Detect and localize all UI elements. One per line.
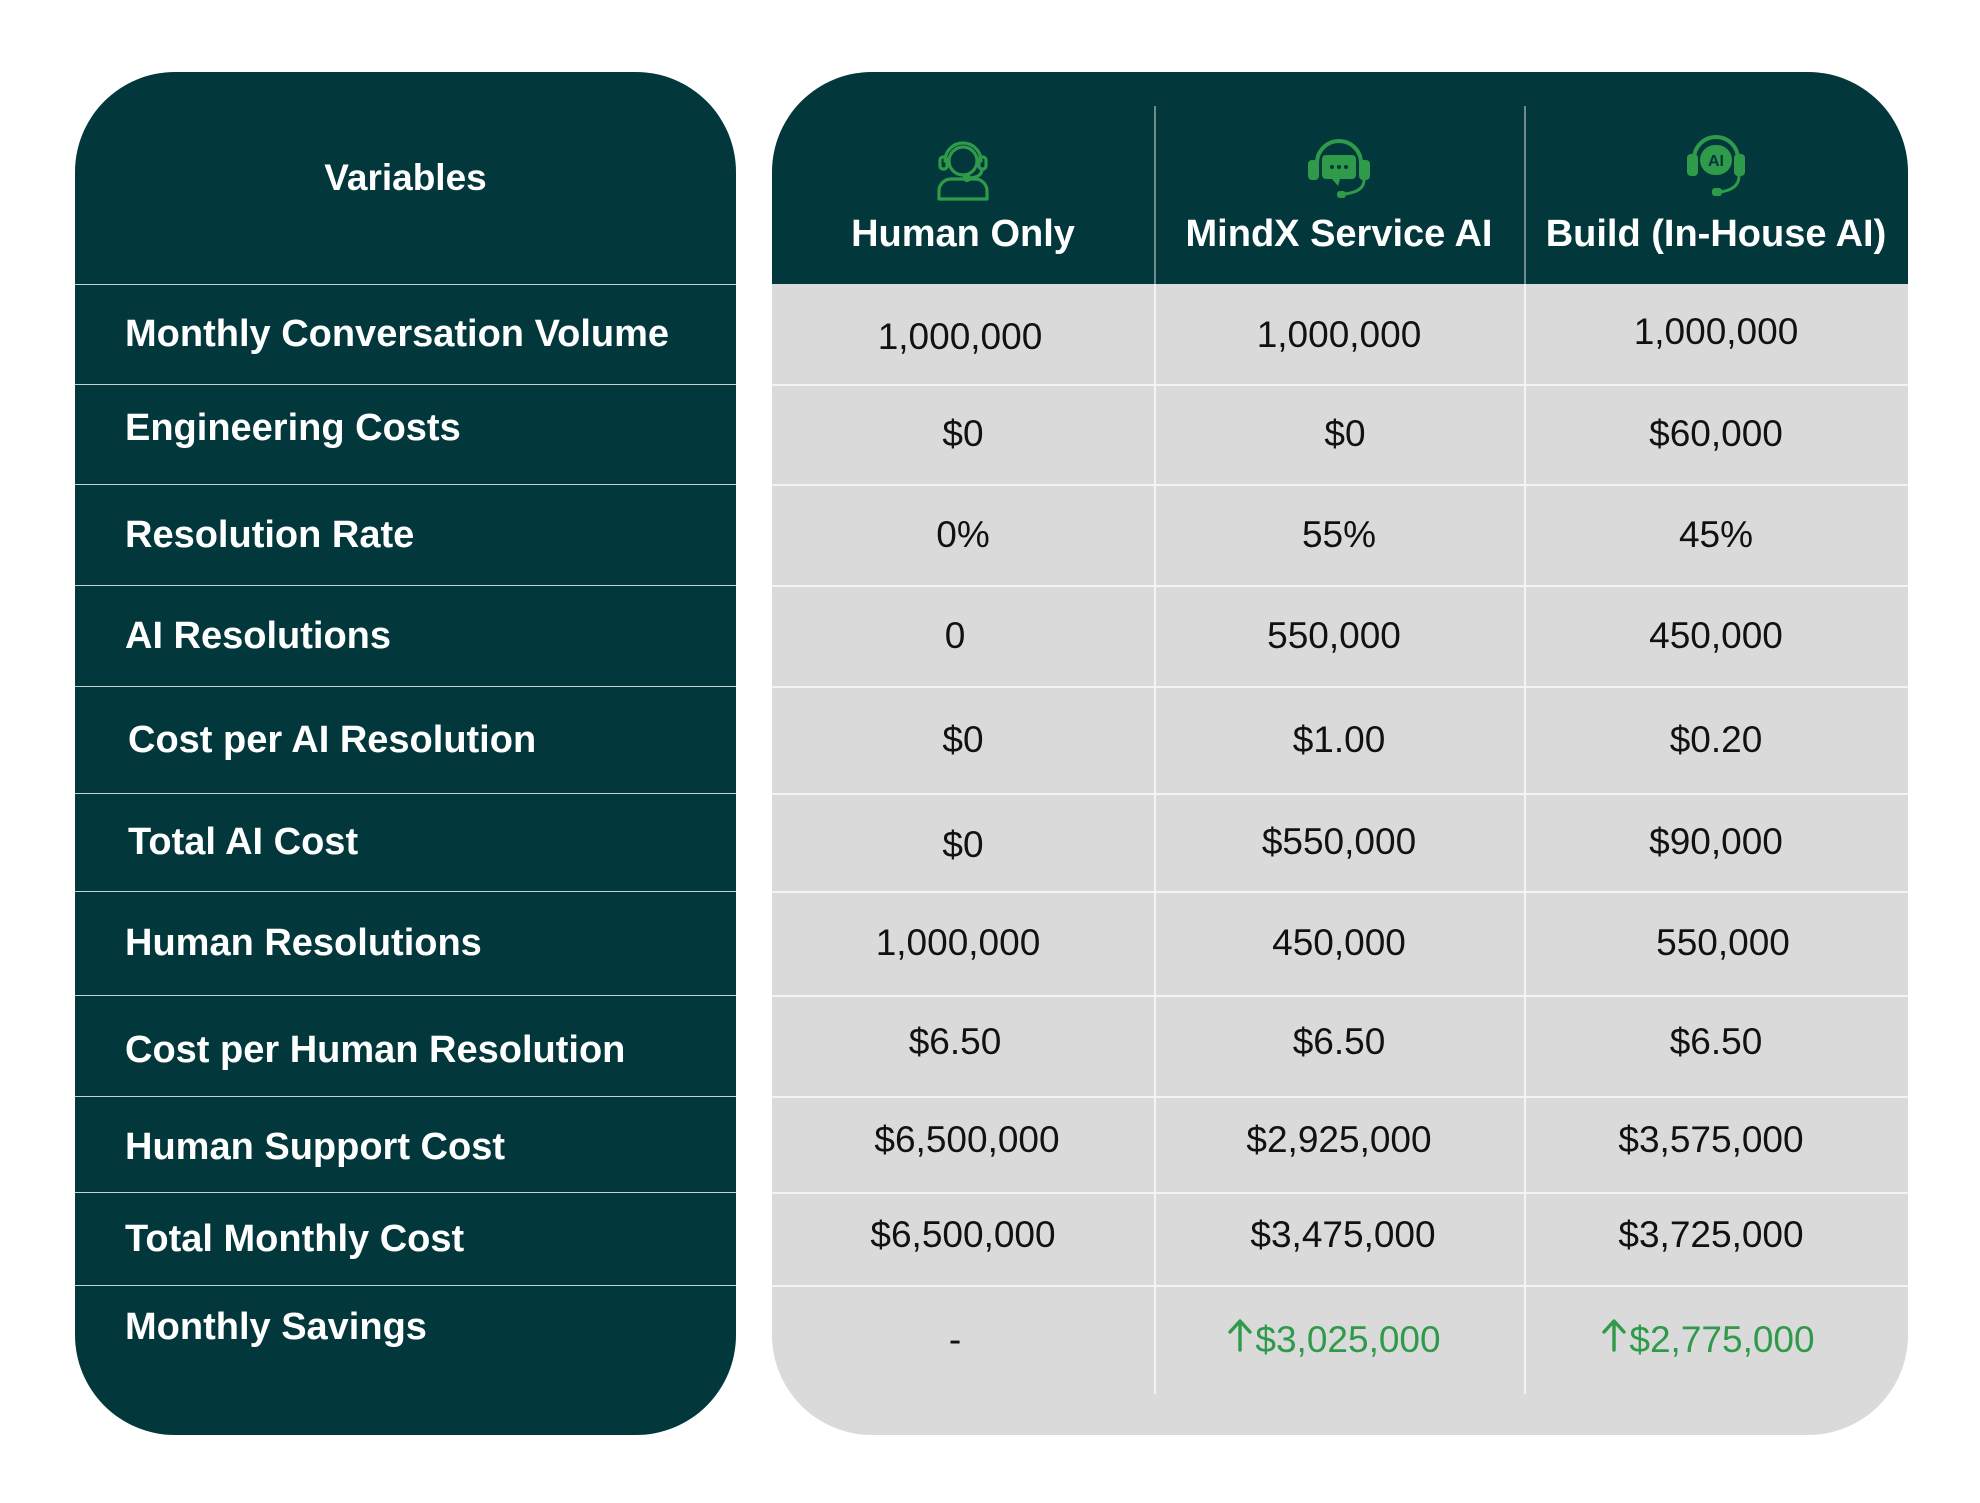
table-cell: $6.50 [908,1020,1002,1062]
row-label-monthly-conversation-volume: Monthly Conversation Volume [75,284,736,384]
header-divider [1524,106,1526,284]
row-label-monthly-savings: Monthly Savings [75,1285,736,1385]
table-cell: 1,000,000 [1256,314,1422,355]
row-label-cost-per-human-resolution: Cost per Human Resolution [75,995,736,1096]
savings-value: $3,025,000 [1255,1318,1441,1360]
table-cell: $3,725,000 [1618,1213,1804,1255]
column-header-build-in-house-ai: AI Build (In-House AI) [1524,72,1908,284]
column-divider [1154,284,1156,1394]
table-cell: 0 [944,614,966,656]
savings-cell: $2,775,000 [1524,1285,1908,1394]
table-cell: 1,000,000 [1633,311,1799,352]
row-divider [772,585,1908,587]
row-divider [772,891,1908,893]
table-cell: $0 [942,824,984,865]
table-cell: 550,000 [1267,614,1401,656]
table-cell: - [948,1318,962,1360]
row-label-human-resolutions: Human Resolutions [75,891,736,995]
table-cell: 450,000 [1272,922,1406,963]
table-cell: $0 [1324,413,1366,454]
table-cell: 1,000,000 [875,922,1041,963]
header-divider [1154,106,1156,284]
row-divider [772,1192,1908,1194]
row-label-ai-resolutions: AI Resolutions [75,585,736,686]
table-cell: $0.20 [1669,718,1763,760]
arrow-up-icon [1601,1318,1627,1361]
chat-headset-icon [1306,133,1372,201]
variables-panel: Variables Monthly Conversation Volume En… [75,72,736,1435]
row-label-total-monthly-cost: Total Monthly Cost [75,1192,736,1285]
row-label-cost-per-ai-resolution: Cost per AI Resolution [75,686,736,793]
row-divider [772,1285,1908,1287]
row-divider [772,686,1908,688]
column-divider [1524,284,1526,1394]
row-divider [772,484,1908,486]
table-cell: 0% [936,513,990,555]
row-divider [772,995,1908,997]
table-cell: 55% [1301,513,1377,555]
table-cell: $6.50 [1669,1020,1763,1062]
row-divider [772,793,1908,795]
savings-value: $2,775,000 [1629,1318,1815,1360]
human-agent-icon [934,135,992,201]
table-cell: $0 [942,413,984,454]
row-label-resolution-rate: Resolution Rate [75,484,736,585]
column-label: MindX Service AI [1185,213,1493,255]
variables-header: Variables [324,157,487,198]
table-cell: $0 [942,718,984,760]
svg-text:AI: AI [1708,153,1724,170]
row-label-total-ai-cost: Total AI Cost [75,793,736,891]
table-cell: $2,925,000 [1246,1119,1432,1160]
column-label: Build (In-House AI) [1545,213,1887,255]
savings-cell: $3,025,000 [1154,1285,1524,1394]
table-cell: 450,000 [1649,614,1783,656]
row-label-human-support-cost: Human Support Cost [75,1096,736,1192]
table-cell: $60,000 [1649,413,1783,454]
row-divider [772,1096,1908,1098]
table-cell: 1,000,000 [877,316,1043,357]
arrow-up-icon [1227,1318,1253,1361]
table-cell: $3,475,000 [1250,1213,1436,1255]
table-cell: $6,500,000 [874,1119,1060,1160]
table-cell: $550,000 [1261,821,1417,862]
comparison-panel: Human Only MindX Service AI [772,72,1908,1435]
table-cell: $6.50 [1292,1020,1386,1062]
table-cell: 45% [1678,513,1754,555]
column-header-human-only: Human Only [772,72,1154,284]
ai-headset-icon: AI [1683,129,1749,201]
column-header-mindx-service-ai: MindX Service AI [1154,72,1524,284]
row-divider [772,384,1908,386]
table-cell: $1.00 [1292,718,1386,760]
table-cell: $90,000 [1649,821,1783,862]
table-cell: $3,575,000 [1618,1119,1804,1160]
table-cell: 550,000 [1656,922,1790,963]
table-cell: $6,500,000 [870,1213,1056,1255]
column-label: Human Only [851,213,1075,255]
row-label-engineering-costs: Engineering Costs [75,384,736,484]
